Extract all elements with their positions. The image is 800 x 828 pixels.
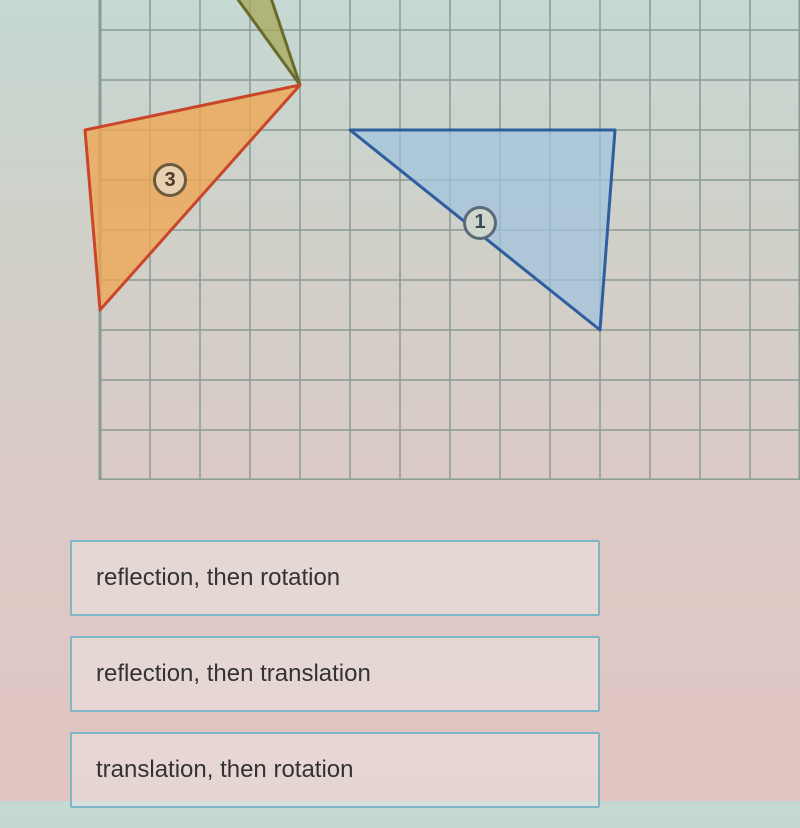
answer-options: reflection, then rotation reflection, th… <box>70 540 600 828</box>
triangle-label-3: 3 <box>153 163 187 197</box>
triangle-3 <box>85 85 300 310</box>
option-reflection-translation[interactable]: reflection, then translation <box>70 636 600 712</box>
grid-svg <box>0 0 800 480</box>
triangle-label-1: 1 <box>463 206 497 240</box>
geometry-canvas: 231 <box>0 0 800 480</box>
option-translation-rotation[interactable]: translation, then rotation <box>70 732 600 808</box>
triangle-2 <box>115 0 300 85</box>
option-reflection-rotation[interactable]: reflection, then rotation <box>70 540 600 616</box>
